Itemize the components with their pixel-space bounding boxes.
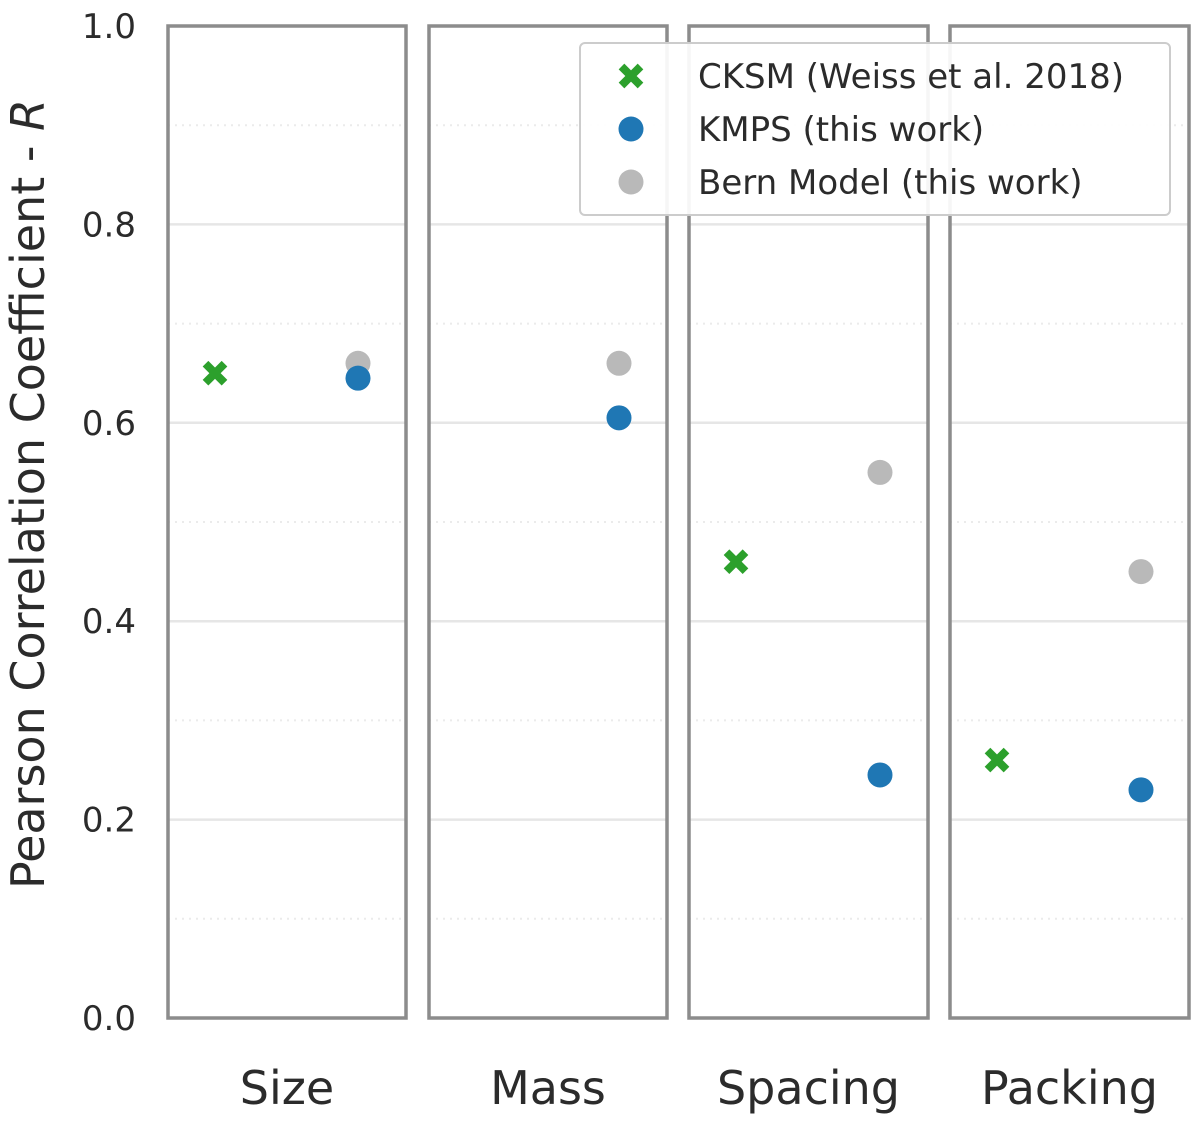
legend-cksm-marker: [618, 63, 644, 89]
y-tick-label: 0.2: [82, 801, 136, 841]
cksm-point: [984, 747, 1010, 773]
bern-point: [1128, 559, 1154, 585]
y-tick-label: 0.6: [82, 404, 136, 444]
legend-entry-label: CKSM (Weiss et al. 2018): [698, 57, 1124, 97]
panel-frame-mass: [427, 24, 669, 1020]
legend-box: [579, 42, 1171, 216]
kmps-point: [345, 365, 371, 391]
bern-point: [606, 350, 632, 376]
legend-kmps-marker: [618, 116, 644, 142]
cksm-point: [202, 360, 228, 386]
kmps-point: [606, 405, 632, 431]
y-tick-label: 1.0: [82, 7, 136, 47]
category-panels: [166, 24, 1191, 1020]
legend: CKSM (Weiss et al. 2018) KMPS (this work)…: [579, 42, 1171, 216]
kmps-point: [867, 762, 893, 788]
y-tick-label: 0.0: [82, 999, 136, 1039]
x-category-label: Spacing: [717, 1061, 900, 1115]
y-tick-label: 0.4: [82, 602, 136, 642]
gridlines: [168, 124, 1189, 920]
x-axis-categories: Size Mass Spacing Packing: [240, 1061, 1158, 1115]
legend-bern-marker: [618, 169, 644, 195]
bern-point: [867, 459, 893, 485]
panel-frame-spacing: [687, 24, 930, 1020]
panel-frame-size: [166, 24, 408, 1020]
x-category-label: Mass: [490, 1061, 606, 1115]
legend-entry-label: Bern Model (this work): [698, 163, 1083, 203]
x-category-label: Size: [240, 1061, 334, 1115]
data-points: [202, 350, 1154, 803]
y-axis-ticks: 0.0 0.2 0.4 0.6 0.8 1.0: [82, 7, 136, 1039]
legend-entry-label: KMPS (this work): [698, 110, 984, 150]
panel-frame-packing: [948, 24, 1191, 1020]
y-tick-label: 0.8: [82, 205, 136, 245]
y-axis-label: Pearson Correlation Coefficient - R: [1, 99, 55, 889]
x-category-label: Packing: [981, 1061, 1158, 1115]
kmps-point: [1128, 777, 1154, 803]
cksm-point: [723, 549, 749, 575]
